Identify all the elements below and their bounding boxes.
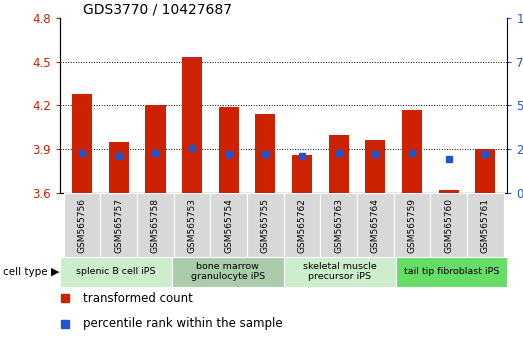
Bar	[439, 190, 459, 193]
Text: percentile rank within the sample: percentile rank within the sample	[83, 317, 282, 330]
Text: bone marrow
granulocyte iPS: bone marrow granulocyte iPS	[191, 262, 265, 281]
Text: GSM565756: GSM565756	[77, 198, 87, 253]
Bar	[172, 257, 283, 287]
Bar	[467, 193, 504, 257]
Bar	[64, 193, 100, 257]
Bar	[137, 193, 174, 257]
Bar	[145, 105, 165, 193]
Bar	[394, 193, 430, 257]
Text: transformed count: transformed count	[83, 292, 192, 305]
Bar	[219, 107, 239, 193]
Text: tail tip fibroblast iPS: tail tip fibroblast iPS	[404, 267, 499, 276]
Text: GSM565759: GSM565759	[407, 198, 416, 253]
Bar	[357, 193, 394, 257]
Bar	[182, 57, 202, 193]
Bar	[109, 142, 129, 193]
Bar	[283, 257, 395, 287]
Bar	[247, 193, 284, 257]
Bar	[430, 193, 467, 257]
Text: GSM565763: GSM565763	[334, 198, 343, 253]
Text: GSM565754: GSM565754	[224, 198, 233, 253]
Text: GSM565758: GSM565758	[151, 198, 160, 253]
Bar	[100, 193, 137, 257]
Bar	[402, 110, 422, 193]
Text: cell type: cell type	[3, 267, 47, 277]
Text: GSM565757: GSM565757	[115, 198, 123, 253]
Bar	[210, 193, 247, 257]
Text: GSM565755: GSM565755	[261, 198, 270, 253]
Text: GSM565753: GSM565753	[188, 198, 197, 253]
Text: GSM565764: GSM565764	[371, 198, 380, 253]
Bar	[255, 114, 276, 193]
Text: GSM565762: GSM565762	[298, 198, 306, 253]
Bar	[174, 193, 210, 257]
Bar	[395, 257, 507, 287]
Text: GSM565761: GSM565761	[481, 198, 490, 253]
Bar	[292, 155, 312, 193]
Bar	[72, 93, 92, 193]
Text: GDS3770 / 10427687: GDS3770 / 10427687	[83, 2, 232, 17]
Text: GSM565760: GSM565760	[444, 198, 453, 253]
Bar	[328, 135, 349, 193]
Bar	[365, 141, 385, 193]
Bar	[321, 193, 357, 257]
Bar	[60, 257, 172, 287]
Bar	[475, 149, 495, 193]
Text: ▶: ▶	[51, 267, 60, 277]
Text: splenic B cell iPS: splenic B cell iPS	[76, 267, 156, 276]
Text: skeletal muscle
precursor iPS: skeletal muscle precursor iPS	[303, 262, 377, 281]
Bar	[283, 193, 321, 257]
